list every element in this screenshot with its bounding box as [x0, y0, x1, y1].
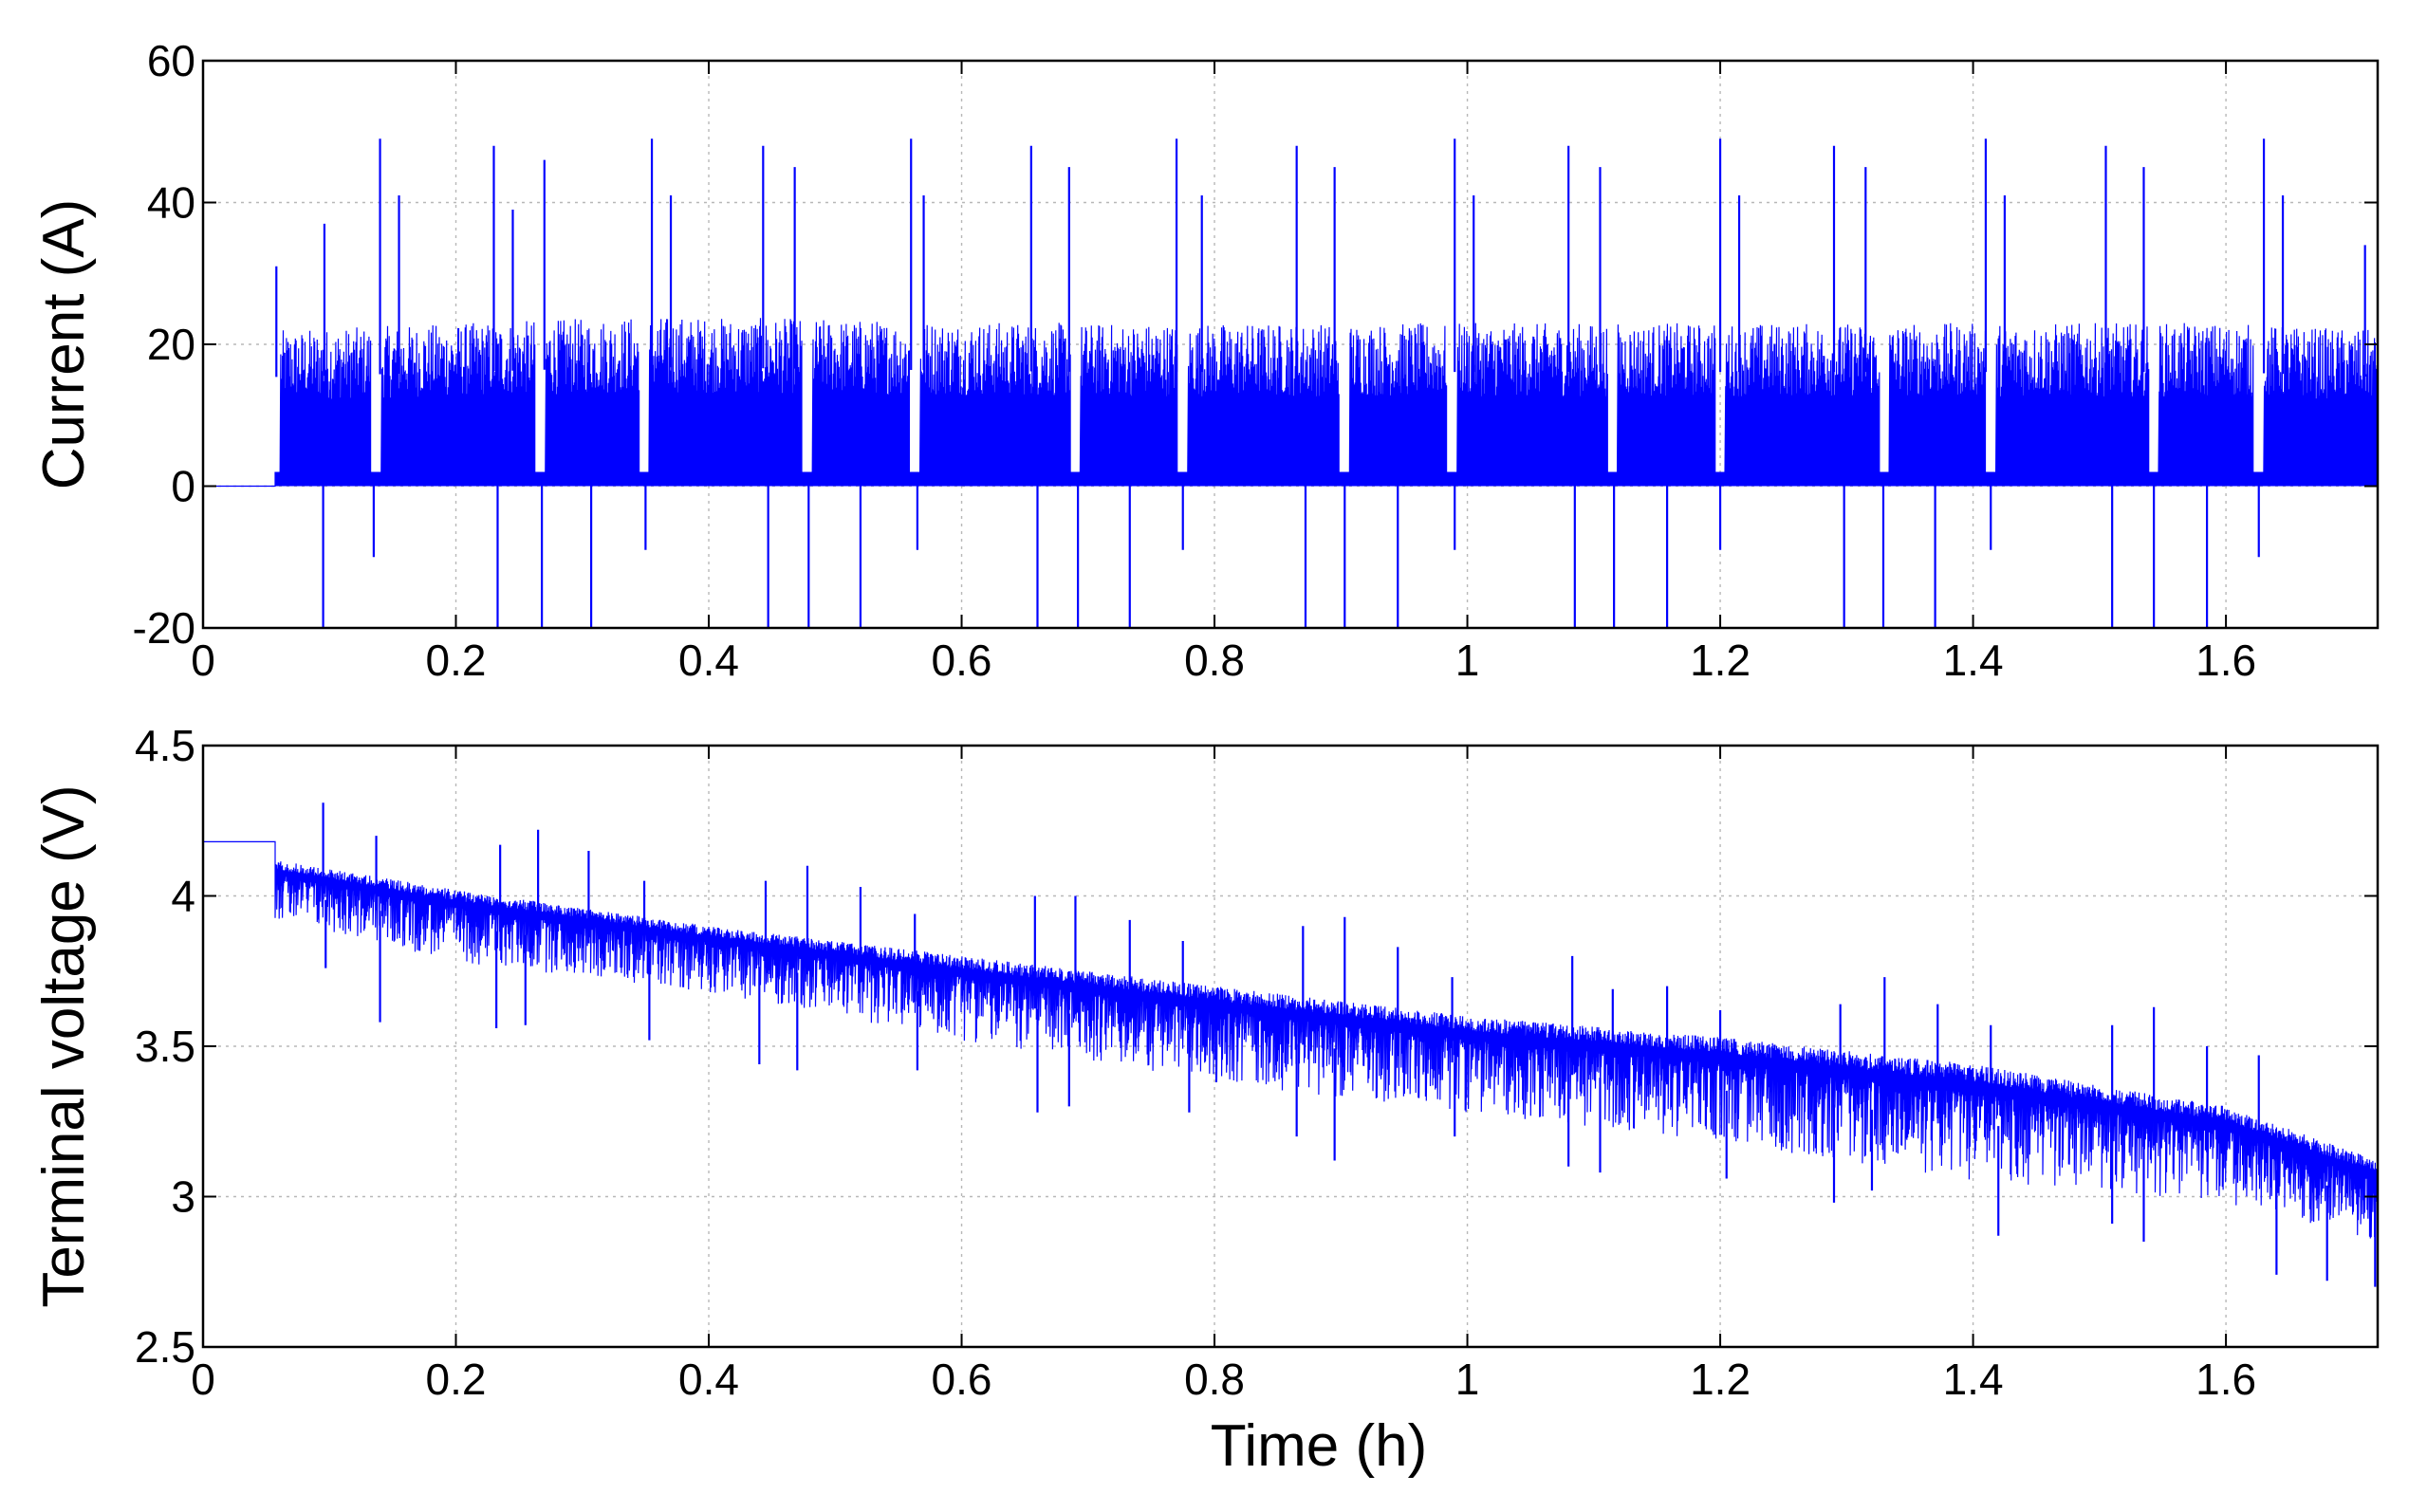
y-tick-label: 40: [147, 178, 195, 228]
x-tick-label: 0.4: [678, 636, 739, 685]
voltage-grid: [203, 746, 2378, 1347]
x-tick-label: 1.2: [1690, 636, 1751, 685]
y-tick-label: 4: [171, 872, 195, 921]
x-tick-label: 0.4: [678, 1355, 739, 1404]
x-tick-label: 0.2: [426, 1355, 487, 1404]
x-tick-label: 1.2: [1690, 1355, 1751, 1404]
x-tick-label: 0.6: [932, 636, 992, 685]
current-grid: [203, 61, 2378, 628]
x-tick-label: 0: [191, 1355, 215, 1404]
voltage-y-axis-title: Terminal voltage (V): [31, 784, 97, 1307]
x-tick-label: 0: [191, 636, 215, 685]
x-tick-label: 1.4: [1943, 1355, 2004, 1404]
x-tick-label: 1.4: [1943, 636, 2004, 685]
current-trace: [203, 318, 2379, 488]
y-tick-label: 3: [171, 1172, 195, 1222]
voltage-trace: [203, 840, 2379, 1239]
y-tick-label: 20: [147, 320, 195, 369]
x-tick-label: 0.8: [1184, 636, 1245, 685]
x-tick-label: 1: [1455, 1355, 1480, 1404]
y-tick-label: 60: [147, 36, 195, 85]
x-tick-label: 0.2: [426, 636, 487, 685]
x-tick-label: 1.6: [2195, 636, 2256, 685]
x-axis-title: Time (h): [1211, 1413, 1427, 1479]
y-tick-label: 2.5: [135, 1322, 195, 1372]
y-tick-label: 0: [171, 462, 195, 511]
current-y-axis-title: Current (A): [31, 199, 97, 490]
y-tick-label: 3.5: [135, 1022, 195, 1071]
x-tick-label: 0.8: [1184, 1355, 1245, 1404]
x-tick-label: 1.6: [2195, 1355, 2256, 1404]
x-tick-label: 1: [1455, 636, 1480, 685]
voltage-series: [203, 802, 2379, 1287]
x-tick-label: 0.6: [932, 1355, 992, 1404]
voltage-ticks: 0 0.2 0.4 0.6 0.8 1 1.2 1.4 1.6 2.5 3 3.5 4 4.5: [135, 721, 2378, 1404]
y-tick-label: -20: [133, 603, 195, 653]
voltage-panel: 0 0.2 0.4 0.6 0.8 1 1.2 1.4 1.6 2.5 3 3.5 4 4.5 Termi…: [31, 721, 2380, 1479]
y-tick-label: 4.5: [135, 721, 195, 770]
current-series: [203, 138, 2379, 628]
